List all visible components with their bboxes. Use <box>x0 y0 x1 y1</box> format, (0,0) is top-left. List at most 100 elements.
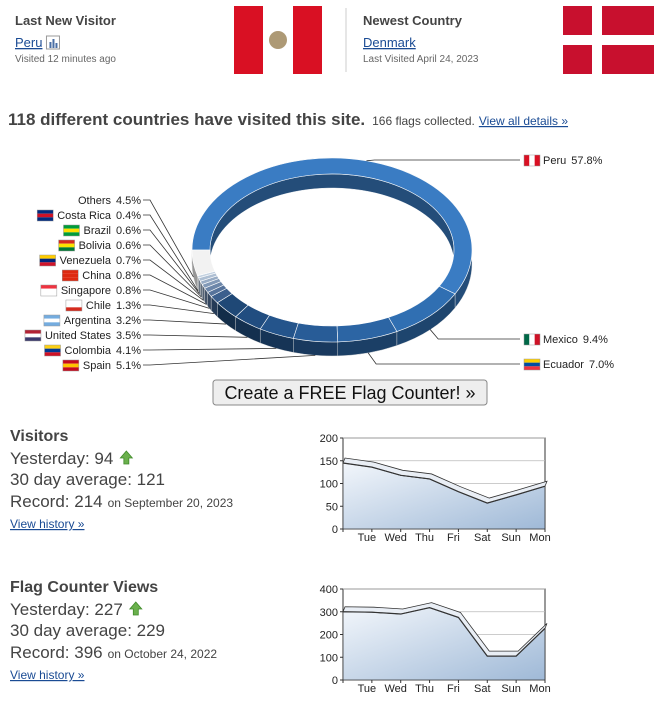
flag-stripe <box>524 359 540 363</box>
flag-stripe <box>44 348 61 353</box>
x-tick-label: Sun <box>501 532 521 544</box>
flag-stripe <box>529 334 535 345</box>
y-tick-label: 0 <box>332 675 338 687</box>
flag-icon <box>43 314 61 327</box>
flag-stripe <box>40 285 57 289</box>
pie-label-name: Spain <box>83 360 111 372</box>
newest-country[interactable]: Denmark <box>363 35 416 50</box>
peru-flag <box>234 6 322 74</box>
flag-stripe <box>39 262 56 266</box>
visitors-yesterday: Yesterday: 94 <box>10 449 113 468</box>
flag-stripe <box>43 315 60 319</box>
leader-line <box>143 334 248 338</box>
flag-icon <box>62 359 80 372</box>
x-tick-label: Thu <box>415 683 434 695</box>
flag-stripe <box>39 258 56 263</box>
pie-label-value: 4.5% <box>116 195 141 207</box>
leader-line <box>429 329 520 340</box>
last-visitor-country[interactable]: Peru <box>15 35 42 50</box>
views-title: Flag Counter Views <box>10 579 158 596</box>
pie-label-value: 0.8% <box>116 270 141 282</box>
headline: 118 different countries have visited thi… <box>8 110 365 129</box>
x-tick-label: Mon <box>529 683 550 695</box>
create-button-label[interactable]: Create a FREE Flag Counter! » <box>224 383 475 403</box>
leader-line <box>143 244 202 298</box>
leader-line <box>143 199 194 278</box>
leader-line <box>143 354 316 366</box>
pie-label-value: 0.7% <box>116 255 141 267</box>
flag-stripe <box>65 307 82 311</box>
flag-icon <box>36 209 54 222</box>
flag-border <box>62 359 80 372</box>
denmark-flag <box>563 6 654 74</box>
flag-stripe <box>24 333 41 338</box>
views-average: 30 day average: 229 <box>10 621 165 640</box>
flag-icon <box>523 358 541 371</box>
flag-stripe <box>62 270 79 274</box>
x-tick-label: Sat <box>474 683 491 695</box>
create-button[interactable]: Create a FREE Flag Counter! » <box>212 379 488 406</box>
y-tick-label: 100 <box>320 479 338 491</box>
flag-stripe <box>43 318 60 323</box>
pie-label-name: China <box>82 270 112 282</box>
flag-icon <box>523 154 541 167</box>
details-link[interactable]: View all details » <box>479 114 568 128</box>
x-tick-label: Wed <box>385 532 407 544</box>
pie-label-name: Costa Rica <box>57 210 112 222</box>
pie-label-name: Bolivia <box>79 240 112 252</box>
y-tick-label: 0 <box>332 524 338 536</box>
last-visitor-title: Last New Visitor <box>15 13 116 28</box>
visitors-up-arrow <box>119 450 134 465</box>
newest-country-title: Newest Country <box>363 13 463 28</box>
flag-icon <box>24 329 42 342</box>
pie-chart: Peru 57.8% Mexico 9.4% Ecuador 7.0% Spain 5.1% C… <box>24 154 614 372</box>
x-tick-label: Sun <box>501 683 521 695</box>
pie-label-name: Chile <box>86 300 111 312</box>
flag-stripe <box>524 155 530 166</box>
flag-stripe <box>43 322 60 326</box>
leader-line <box>143 319 226 325</box>
x-tick-label: Fri <box>447 532 460 544</box>
flag-icon <box>58 239 75 252</box>
flag-stripe <box>40 288 57 293</box>
flag-stripe <box>39 255 56 259</box>
flag-border <box>523 154 541 167</box>
pie-label-name: United States <box>45 330 112 342</box>
y-tick-label: 200 <box>320 630 338 642</box>
pie-label-name: Mexico <box>543 334 578 346</box>
visitors-record-date: on September 20, 2023 <box>108 496 234 510</box>
area-line <box>342 607 546 657</box>
views-history-link[interactable]: View history » <box>10 668 85 682</box>
x-tick-label: Fri <box>447 683 460 695</box>
newest-country-time: Last Visited April 24, 2023 <box>363 54 479 65</box>
visitors-history-link[interactable]: View history » <box>10 517 85 531</box>
flag-stripe <box>62 273 79 278</box>
x-tick-label: Wed <box>385 683 407 695</box>
flag-stripe <box>58 240 75 244</box>
flag-stripe <box>44 345 61 349</box>
pie-label-name: Ecuador <box>543 359 584 371</box>
pie-label-value: 3.2% <box>116 315 141 327</box>
flag-stripe <box>58 247 75 251</box>
leader-line <box>143 259 204 301</box>
flag-stripe <box>524 362 540 367</box>
area-line <box>342 462 546 504</box>
flag-stripe <box>37 210 54 214</box>
x-tick-label: Tue <box>358 532 377 544</box>
last-visitor-time: Visited 12 minutes ago <box>15 54 116 65</box>
pie-label-value: 9.4% <box>583 334 608 346</box>
views-yesterday: Yesterday: 227 <box>10 600 123 619</box>
views-record: Record: 396 <box>10 643 103 662</box>
flag-stripe <box>524 334 530 345</box>
pie-label-name: Argentina <box>64 315 112 327</box>
leader-line <box>366 159 520 162</box>
flag-stripe <box>529 155 535 166</box>
y-tick-label: 400 <box>320 584 338 596</box>
flag-border <box>62 269 79 282</box>
pie-label-value: 0.8% <box>116 285 141 297</box>
stats-icon[interactable] <box>45 35 60 50</box>
pie-label-name: Venezuela <box>60 255 112 267</box>
flag-border <box>523 333 541 346</box>
x-tick-label: Mon <box>529 532 550 544</box>
y-tick-label: 300 <box>320 607 338 619</box>
